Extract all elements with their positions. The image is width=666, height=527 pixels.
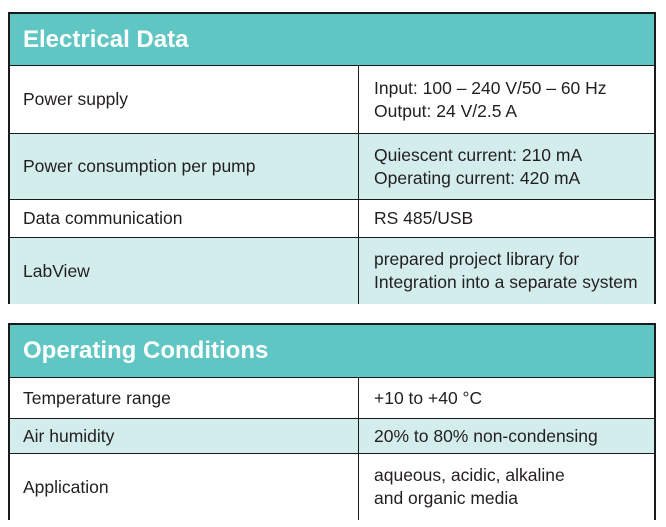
electrical-data-table: Electrical Data Power supply Input: 100 … <box>8 12 656 304</box>
air-humidity-text: 20% to 80% non-condensing <box>374 425 598 446</box>
temperature-range-value: +10 to +40 °C <box>359 378 654 418</box>
table-row: Application aqueous, acidic, alkaline an… <box>10 453 654 520</box>
power-supply-input: Input: 100 – 240 V/50 – 60 Hz <box>374 77 607 98</box>
labview-value: prepared project library for Integration… <box>359 238 654 304</box>
table-row: LabView prepared project library for Int… <box>10 237 654 304</box>
application-line-1: aqueous, acidic, alkaline <box>374 465 565 485</box>
labview-label: LabView <box>10 238 359 304</box>
application-value: aqueous, acidic, alkaline and organic me… <box>359 454 654 520</box>
application-line-2: and organic media <box>374 488 518 508</box>
table-row: Air humidity 20% to 80% non-condensing <box>10 418 654 453</box>
power-consumption-value: Quiescent current: 210 mA Operating curr… <box>359 134 654 199</box>
data-communication-label: Data communication <box>10 200 359 237</box>
power-consumption-label: Power consumption per pump <box>10 134 359 199</box>
operating-conditions-title: Operating Conditions <box>10 325 654 378</box>
power-supply-value: Input: 100 – 240 V/50 – 60 Hz Output: 24… <box>359 66 654 133</box>
labview-line-2: Integration into a separate system <box>374 272 638 292</box>
table-row: Temperature range +10 to +40 °C <box>10 378 654 418</box>
application-label: Application <box>10 454 359 520</box>
table-row: Power consumption per pump Quiescent cur… <box>10 133 654 199</box>
power-supply-output: Output: 24 V/2.5 A <box>374 100 518 121</box>
labview-line-1: prepared project library for <box>374 249 580 269</box>
air-humidity-value: 20% to 80% non-condensing <box>359 419 654 453</box>
air-humidity-label: Air humidity <box>10 419 359 453</box>
operating-current: Operating current: 420 mA <box>374 167 581 188</box>
data-communication-value: RS 485/USB <box>359 200 654 237</box>
temperature-range-text: +10 to +40 °C <box>374 387 483 408</box>
table-row: Power supply Input: 100 – 240 V/50 – 60 … <box>10 66 654 133</box>
power-supply-label: Power supply <box>10 66 359 133</box>
temperature-range-label: Temperature range <box>10 378 359 418</box>
data-communication-text: RS 485/USB <box>374 208 474 228</box>
electrical-data-title: Electrical Data <box>10 14 654 66</box>
table-row: Data communication RS 485/USB <box>10 199 654 237</box>
operating-conditions-table: Operating Conditions Temperature range +… <box>8 323 656 520</box>
quiescent-current: Quiescent current: 210 mA <box>374 144 583 165</box>
